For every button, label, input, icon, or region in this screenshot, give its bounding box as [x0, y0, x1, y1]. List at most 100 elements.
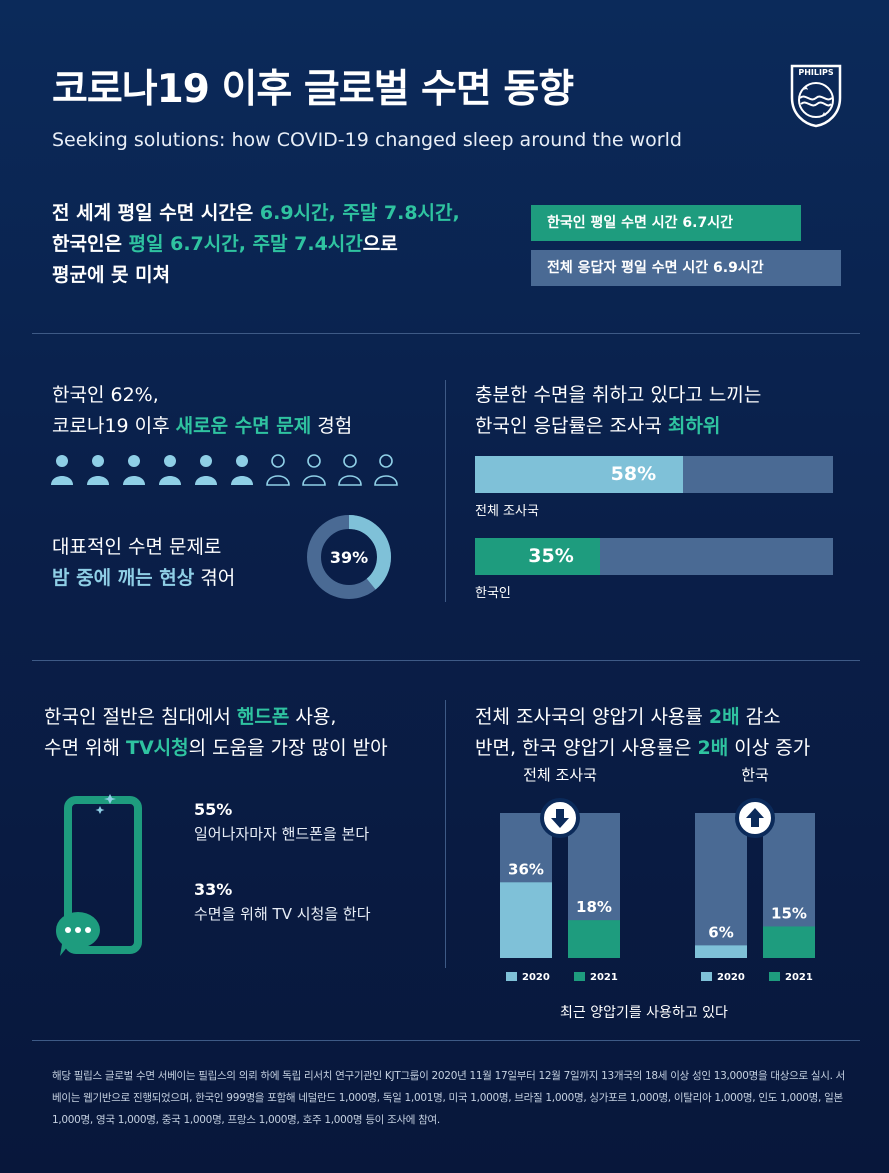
- s3-left-heading: 한국인 절반은 침대에서 핸드폰 사용, 수면 위해 TV시청의 도움을 가장 …: [44, 702, 388, 764]
- badge-all-sleep: 전체 응답자 평일 수면 시간 6.9시간: [531, 250, 841, 286]
- bar-pct-korea: 35%: [528, 545, 574, 567]
- person-icon: [374, 454, 398, 486]
- phone-icon: [64, 796, 142, 954]
- divider: [32, 333, 860, 334]
- s2r-line1: 충분한 수면을 취하고 있다고 느끼는: [475, 384, 762, 406]
- moon-icon: [111, 784, 152, 836]
- s3l-line2-a: 수면 위해: [44, 737, 126, 759]
- legend-swatch: [701, 972, 712, 981]
- bar-label-all: 전체 조사국: [475, 504, 539, 519]
- legend-swatch: [506, 972, 517, 981]
- philips-logo: PHILIPS: [790, 64, 842, 128]
- person-icon: [195, 455, 217, 485]
- s1-line1-b: 6.9시간, 주말 7.8시간,: [259, 202, 460, 224]
- people-icons: [51, 454, 398, 486]
- s3l-line1-a: 한국인 절반은 침대에서: [44, 706, 237, 728]
- person-icon: [302, 454, 326, 486]
- chat-bubble-icon: [55, 912, 100, 956]
- arrow-glyph: [746, 808, 764, 827]
- s1-line1-a: 전 세계 평일 수면 시간은: [52, 202, 260, 224]
- s3r-line1-c: 감소: [739, 706, 781, 728]
- vertical-divider: [445, 700, 446, 968]
- page-title: 코로나19 이후 글로벌 수면 동향: [52, 67, 574, 112]
- bar-track: [695, 813, 747, 958]
- s2l-line2-a: 코로나19 이후: [52, 415, 176, 437]
- person-icon: [51, 455, 73, 485]
- s3l-line2-b: TV시청: [126, 737, 189, 759]
- s2-problem-text: 대표적인 수면 문제로 밤 중에 깨는 현상 겪어: [52, 532, 235, 594]
- stat-tv: 33% 수면을 위해 TV 시청을 한다: [194, 880, 371, 924]
- s2r-line2-a: 한국인 응답률은 조사국: [475, 415, 668, 437]
- divider: [32, 660, 860, 661]
- s2l-problem-line2-a: 밤 중에 깨는 현상: [52, 567, 195, 589]
- bar-fill-korea: [475, 538, 601, 575]
- legend-swatch: [574, 972, 585, 981]
- cpap-chart: 전체 조사국 36% 2020 18% 2021 한국 6% 2020 15% 2021: [500, 766, 815, 983]
- divider: [32, 1040, 860, 1041]
- bar-value-label: 15%: [771, 904, 807, 922]
- legend-swatch: [769, 972, 780, 981]
- donut-arc: [307, 515, 391, 599]
- bar-all-countries: 58%: [475, 456, 833, 493]
- donut-chart: 39%: [307, 515, 391, 599]
- s2l-problem-line1: 대표적인 수면 문제로: [52, 536, 222, 558]
- s3-right-heading: 전체 조사국의 양압기 사용률 2배 감소 반면, 한국 양압기 사용률은 2배…: [475, 702, 810, 764]
- person-icon: [266, 454, 290, 486]
- stat-tv-num: 33%: [194, 880, 233, 899]
- person-icon: [338, 454, 362, 486]
- footer-note: 해당 필립스 글로벌 수면 서베이는 필립스의 의뢰 하에 독립 리서치 연구기…: [52, 1070, 846, 1126]
- person-icon: [231, 455, 253, 485]
- bar-value-label: 18%: [576, 898, 612, 916]
- legend-label: 2020: [717, 972, 745, 983]
- bar-label-korea: 한국인: [475, 586, 511, 601]
- s1-line2-b: 평일 6.7시간, 주말 7.4시간: [128, 233, 363, 255]
- s3l-line1-b: 핸드폰: [236, 706, 290, 728]
- phone-moon-icon: [55, 784, 152, 956]
- legend-label: 2020: [522, 972, 550, 983]
- stat-phone-label: 일어나자마자 핸드폰을 본다: [194, 825, 370, 843]
- legend-label: 2021: [785, 972, 813, 983]
- star-icon: [95, 806, 105, 814]
- s2-left-heading: 한국인 62%, 코로나19 이후 새로운 수면 문제 경험: [52, 380, 352, 442]
- arrow-glyph: [551, 809, 569, 828]
- s3l-line2-c: 의 도움을 가장 많이 받아: [188, 737, 388, 759]
- stat-phone-num: 55%: [194, 800, 233, 819]
- s2l-line2-c: 경험: [311, 415, 353, 437]
- s3r-line2-c: 이상 증가: [728, 737, 811, 759]
- s2l-line1: 한국인 62%,: [52, 384, 159, 406]
- s1-line2-c: 으로: [362, 233, 398, 255]
- s3r-line2-b: 2배: [697, 737, 729, 759]
- donut-label: 39%: [330, 548, 368, 567]
- vertical-divider: [445, 380, 446, 602]
- bar-2020-1: [695, 945, 747, 958]
- s2r-line2-b: 최하위: [667, 415, 721, 437]
- bar-value-label: 6%: [708, 923, 733, 941]
- s1-line3: 평균에 못 미쳐: [52, 264, 171, 286]
- bar-value-label: 36%: [508, 860, 544, 878]
- bar-fill-all: [475, 456, 683, 493]
- person-icon: [87, 455, 109, 485]
- s3l-line1-c: 사용,: [289, 706, 337, 728]
- stat-tv-label: 수면을 위해 TV 시청을 한다: [194, 905, 371, 923]
- s1-line2-a: 한국인은: [52, 233, 129, 255]
- s3r-line1-a: 전체 조사국의 양압기 사용률: [475, 706, 709, 728]
- group-label: 한국: [741, 766, 769, 784]
- bar-2021-1: [763, 926, 815, 958]
- bar-korea: 35%: [475, 538, 833, 575]
- s2-right-heading: 충분한 수면을 취하고 있다고 느끼는 한국인 응답률은 조사국 최하위: [475, 380, 761, 442]
- group-label: 전체 조사국: [523, 766, 597, 784]
- bar-2021-0: [568, 920, 620, 958]
- logo-text: PHILIPS: [798, 68, 833, 77]
- person-icon: [123, 455, 145, 485]
- cpap-caption: 최근 양압기를 사용하고 있다: [560, 1005, 728, 1021]
- page-subtitle: Seeking solutions: how COVID-19 changed …: [52, 129, 682, 151]
- badge-korea-sleep: 한국인 평일 수면 시간 6.7시간: [531, 205, 801, 241]
- legend-label: 2021: [590, 972, 618, 983]
- stat-phone: 55% 일어나자마자 핸드폰을 본다: [194, 800, 369, 844]
- bar-pct-all: 58%: [610, 463, 657, 485]
- section1-text: 전 세계 평일 수면 시간은 6.9시간, 주말 7.8시간, 한국인은 평일 …: [52, 198, 460, 291]
- s2l-problem-line2-b: 겪어: [194, 567, 236, 589]
- s3r-line1-b: 2배: [708, 706, 740, 728]
- star-icon: [104, 794, 116, 804]
- s2l-line2-b: 새로운 수면 문제: [175, 415, 312, 437]
